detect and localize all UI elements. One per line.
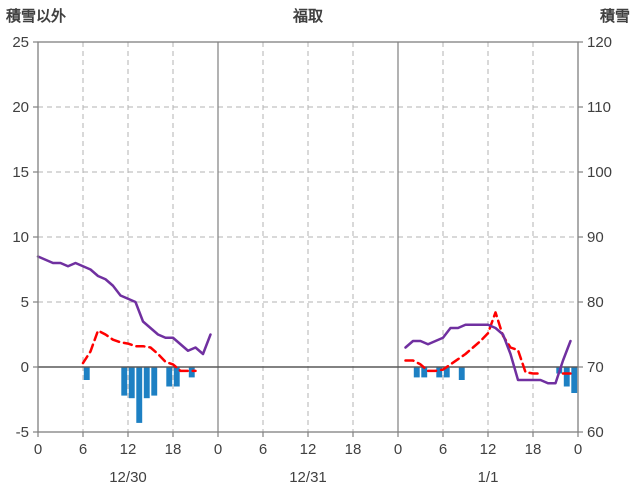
svg-text:0: 0 <box>21 359 29 376</box>
svg-text:80: 80 <box>587 294 604 311</box>
svg-text:6: 6 <box>259 441 267 458</box>
svg-text:6: 6 <box>79 441 87 458</box>
svg-text:12/30: 12/30 <box>109 469 147 486</box>
svg-text:18: 18 <box>165 441 182 458</box>
svg-text:15: 15 <box>12 164 29 181</box>
svg-text:12: 12 <box>480 441 497 458</box>
svg-text:6: 6 <box>439 441 447 458</box>
svg-text:0: 0 <box>394 441 402 458</box>
svg-text:20: 20 <box>12 99 29 116</box>
svg-text:10: 10 <box>12 229 29 246</box>
svg-text:12: 12 <box>120 441 137 458</box>
svg-text:18: 18 <box>525 441 542 458</box>
svg-text:0: 0 <box>34 441 42 458</box>
svg-text:100: 100 <box>587 164 612 181</box>
svg-text:12: 12 <box>300 441 317 458</box>
chart-title: 福取 <box>292 8 323 25</box>
left-axis-title: 積雪以外 <box>6 8 67 25</box>
svg-text:-5: -5 <box>16 424 29 441</box>
svg-text:1/1: 1/1 <box>478 469 499 486</box>
svg-text:110: 110 <box>587 99 611 116</box>
svg-text:60: 60 <box>587 424 604 441</box>
right-axis-title: 積雪 <box>599 8 630 25</box>
svg-text:90: 90 <box>587 229 604 246</box>
svg-text:18: 18 <box>345 441 362 458</box>
svg-text:0: 0 <box>214 441 222 458</box>
svg-text:25: 25 <box>12 34 29 51</box>
svg-text:70: 70 <box>587 359 604 376</box>
svg-text:120: 120 <box>587 34 612 51</box>
svg-text:12/31: 12/31 <box>289 469 327 486</box>
svg-text:0: 0 <box>574 441 582 458</box>
svg-text:5: 5 <box>21 294 29 311</box>
